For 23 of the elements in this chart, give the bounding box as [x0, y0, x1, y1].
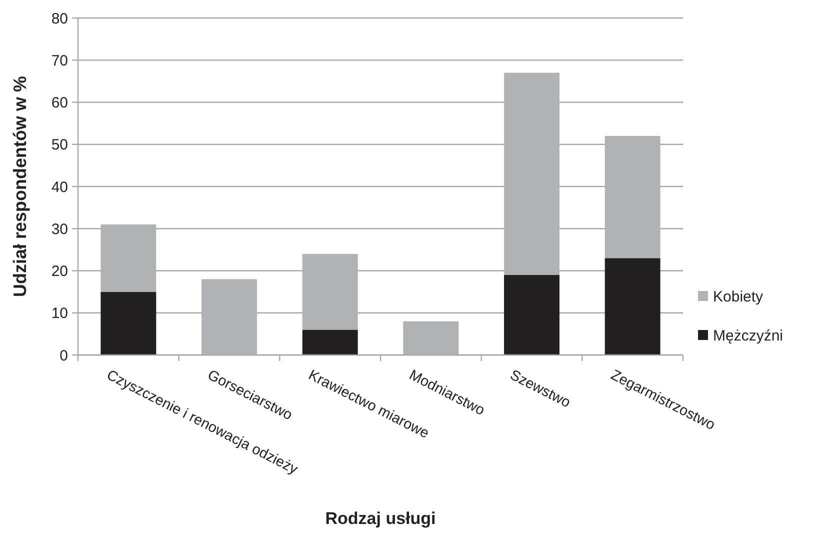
legend-label: Mężczyźni [713, 327, 784, 344]
y-axis-title: Udział respondentów w % [10, 76, 30, 298]
y-tick-label: 80 [51, 10, 68, 28]
bar [403, 321, 459, 355]
bar [100, 224, 156, 292]
y-tick-label: 40 [51, 178, 68, 196]
y-tick-label: 30 [51, 220, 68, 238]
bar [604, 258, 660, 355]
bar [100, 292, 156, 355]
y-tick-label: 60 [51, 94, 68, 112]
bar [202, 279, 257, 355]
legend-label: Kobiety [713, 288, 764, 306]
bar [504, 72, 560, 275]
y-tick-label: 0 [60, 347, 68, 364]
bar [302, 254, 358, 330]
bar [604, 136, 660, 258]
y-tick-label: 70 [51, 52, 68, 70]
y-tick-label: 20 [51, 263, 68, 280]
bar [302, 330, 358, 355]
bar [504, 274, 560, 355]
y-tick-label: 50 [51, 136, 68, 154]
y-tick-label: 10 [51, 305, 68, 322]
x-axis-title: Rodzaj usługi [325, 509, 436, 528]
